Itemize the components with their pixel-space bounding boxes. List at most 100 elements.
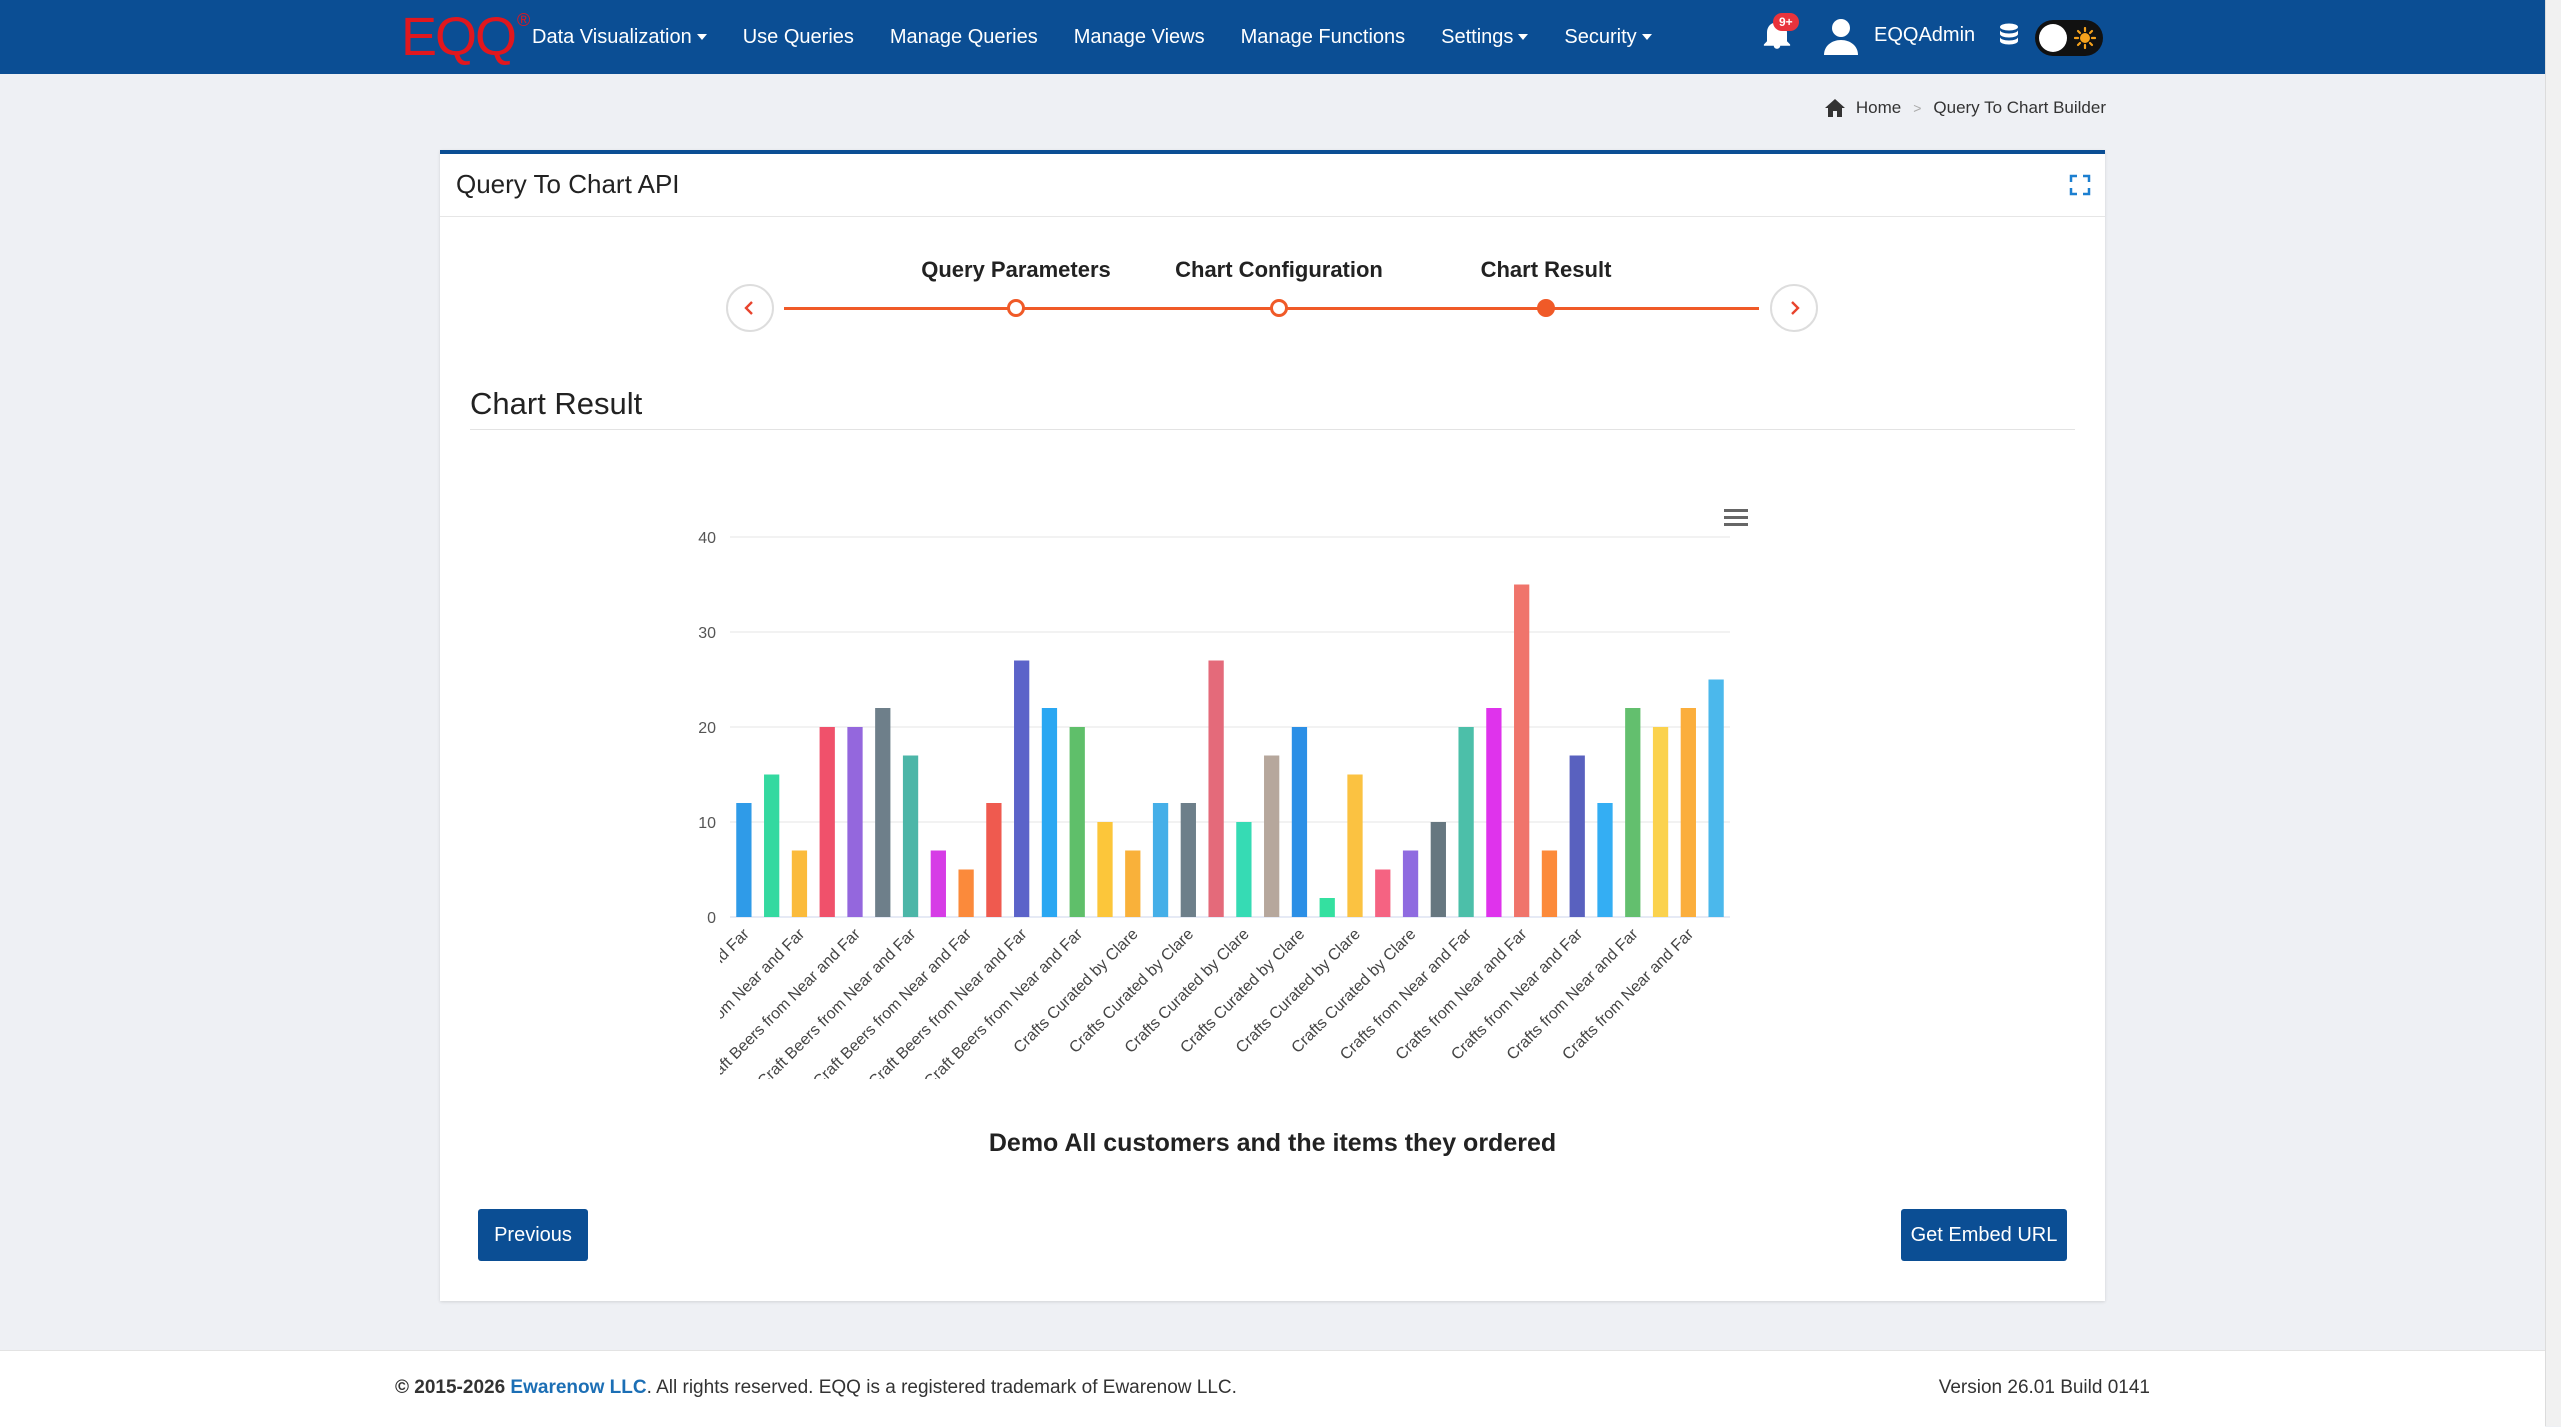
chart-bar: Craft Beers from Near and Far: 5 <box>958 869 974 917</box>
chart-bar: Crafts from Near and Far: 7 <box>1541 850 1558 917</box>
sun-icon <box>2074 27 2096 49</box>
menu-line <box>1724 516 1748 519</box>
chart-bar: Craft Beers from Near and Far: 17 <box>902 755 919 917</box>
chart-bar: Crafts Curated by Clare: 10 <box>1236 822 1252 917</box>
chart-bar: Crafts Curated by Clare: 27 <box>1208 660 1224 917</box>
query-to-chart-card: Query To Chart API Query Parameters Char… <box>440 150 2105 1301</box>
footer: © 2015-2026 Ewarenow LLC. All rights res… <box>0 1350 2545 1427</box>
y-tick-label: 0 <box>707 910 716 927</box>
chart-bar: Crafts from Near and Far: 17 <box>1569 755 1585 917</box>
nav-manage-views[interactable]: Manage Views <box>1074 26 1205 49</box>
company-link[interactable]: Ewarenow LLC <box>510 1377 647 1398</box>
chart-bar: Crafts Curated by Clare: 15 <box>1347 774 1363 917</box>
expand-icon[interactable] <box>2069 174 2091 196</box>
chart-bar: Craft Beers from Near and Far: 22 <box>875 708 891 917</box>
chart-bar: Crafts Curated by Clare: 20 <box>1291 727 1308 917</box>
chart-bar: Craft Beers from Near and Far: 7 <box>930 850 946 917</box>
y-tick-label: 20 <box>698 720 716 737</box>
menu-line <box>1724 523 1748 526</box>
theme-toggle[interactable] <box>2035 20 2103 56</box>
breadcrumb-home[interactable]: Home <box>1855 98 1902 117</box>
chart-bar: Crafts from Near and Far: 20 <box>1458 727 1474 917</box>
home-icon[interactable] <box>1824 98 1846 118</box>
logo-registered-mark: ® <box>517 10 531 30</box>
section-divider <box>470 429 2075 430</box>
user-name[interactable]: EQQAdmin <box>1874 24 1976 46</box>
caret-down-icon <box>1641 34 1652 40</box>
chevron-right-icon <box>1791 301 1800 315</box>
get-embed-url-button[interactable]: Get Embed URL <box>1901 1209 2067 1261</box>
chart-title: Demo All customers and the items they or… <box>988 1129 1557 1157</box>
copyright-years: © 2015-2026 <box>395 1377 506 1398</box>
chart-bar: Craft Beers from Near and Far: 12 <box>736 803 752 917</box>
nav-label: Data Visualization <box>532 25 692 48</box>
step-dot-query-parameters[interactable] <box>1007 299 1025 317</box>
caret-down-icon <box>696 34 707 40</box>
chart-menu-icon[interactable] <box>1724 509 1748 526</box>
nav-use-queries[interactable]: Use Queries <box>743 26 854 49</box>
chart-bar: Crafts Curated by Clare: 10 <box>1097 822 1113 917</box>
chart-bar: Crafts from Near and Far: 22 <box>1625 708 1641 917</box>
chart-bar: Crafts Curated by Clare: 7 <box>1125 850 1141 917</box>
nav-data-visualization[interactable]: Data Visualization <box>532 26 707 49</box>
step-dot-chart-result[interactable] <box>1537 299 1555 317</box>
breadcrumb-current: Query To Chart Builder <box>1933 98 2106 117</box>
chart-bar: Craft Beers from Near and Far: 12 <box>986 803 1002 917</box>
caret-down-icon <box>1518 34 1529 40</box>
chart-bar: Crafts from Near and Far: 12 <box>1597 803 1613 917</box>
chart-bar: Crafts Curated by Clare: 12 <box>1180 803 1196 917</box>
step-label-chart-configuration[interactable]: Chart Configuration <box>1175 257 1383 282</box>
chart-bar: Craft Beers from Near and Far: 20 <box>847 727 863 917</box>
version-info: Version 26.01 Build 0141 <box>1938 1377 2150 1398</box>
notification-badge: 9+ <box>1773 13 1799 31</box>
nav-settings[interactable]: Settings <box>1441 25 1529 49</box>
nav-label: Settings <box>1441 25 1514 48</box>
chart-bar: Crafts Curated by Clare: 5 <box>1375 869 1391 917</box>
step-dot-chart-configuration[interactable] <box>1270 299 1288 317</box>
breadcrumb: Home > Query To Chart Builder <box>1824 98 2106 118</box>
chart-bar: Crafts from Near and Far: 22 <box>1680 708 1696 917</box>
step-label-query-parameters[interactable]: Query Parameters <box>921 257 1111 282</box>
previous-button[interactable]: Previous <box>478 1209 588 1261</box>
footer-copyright: © 2015-2026 Ewarenow LLC. All rights res… <box>395 1377 1237 1399</box>
database-icon[interactable] <box>1998 23 2020 49</box>
chart-bar: Craft Beers from Near and Far: 20 <box>819 727 835 917</box>
nav-label: Security <box>1564 25 1637 48</box>
wizard-prev-button[interactable] <box>726 284 774 332</box>
chart-bar: Crafts from Near and Far: 35 <box>1514 584 1530 917</box>
chart-bar: Crafts Curated by Clare: 17 <box>1264 755 1280 917</box>
eqq-logo[interactable]: EQQ ® <box>401 2 530 72</box>
chart-bar: Craft Beers from Near and Far: 20 <box>1069 727 1085 917</box>
chart-bar: Crafts Curated by Clare: 12 <box>1152 803 1169 917</box>
y-tick-label: 10 <box>698 815 716 832</box>
nav-manage-queries[interactable]: Manage Queries <box>890 26 1038 49</box>
bar-chart: 0 10 20 30 40 Craft Beers from Near and Far: … <box>698 509 1748 1079</box>
nav-security[interactable]: Security <box>1564 25 1652 49</box>
nav-label: Manage Functions <box>1240 25 1406 48</box>
chevron-left-icon <box>744 301 753 315</box>
chart-bar: Crafts from Near and Far: 22 <box>1486 708 1502 917</box>
rights-text: . All rights reserved. EQQ is a register… <box>646 1377 1237 1398</box>
step-label-chart-result[interactable]: Chart Result <box>1480 257 1612 282</box>
nav-label: Manage Views <box>1073 25 1205 48</box>
toggle-knob <box>2039 24 2067 52</box>
nav-manage-functions[interactable]: Manage Functions <box>1241 26 1406 49</box>
y-tick-label: 30 <box>698 625 716 642</box>
chart-bar: Craft Beers from Near and Far: 22 <box>1041 708 1058 917</box>
card-title: Query To Chart API <box>456 169 680 199</box>
main-nav: Data Visualization Use Queries Manage Qu… <box>532 0 1688 74</box>
nav-label: Manage Queries <box>889 25 1038 48</box>
breadcrumb-separator: > <box>1913 100 1922 116</box>
user-icon[interactable] <box>1822 17 1860 57</box>
wizard-next-button[interactable] <box>1770 284 1818 332</box>
page-scrollbar[interactable] <box>2545 0 2561 1426</box>
card-header: Query To Chart API <box>440 154 2105 217</box>
chart-bar: Craft Beers from Near and Far: 27 <box>1014 660 1030 917</box>
chart-bar: Crafts Curated by Clare: 7 <box>1402 850 1419 917</box>
logo-text: EQQ <box>401 7 517 67</box>
top-navbar: EQQ ® Data Visualization Use Queries Man… <box>0 0 2545 74</box>
chart-bar: Crafts from Near and Far: 25 <box>1708 679 1724 917</box>
chart-bar: Craft Beers from Near and Far: 7 <box>791 850 808 917</box>
chart-bar: Craft Beers from Near and Far: 15 <box>764 774 780 917</box>
chart-bar: Crafts Curated by Clare: 10 <box>1430 822 1446 917</box>
